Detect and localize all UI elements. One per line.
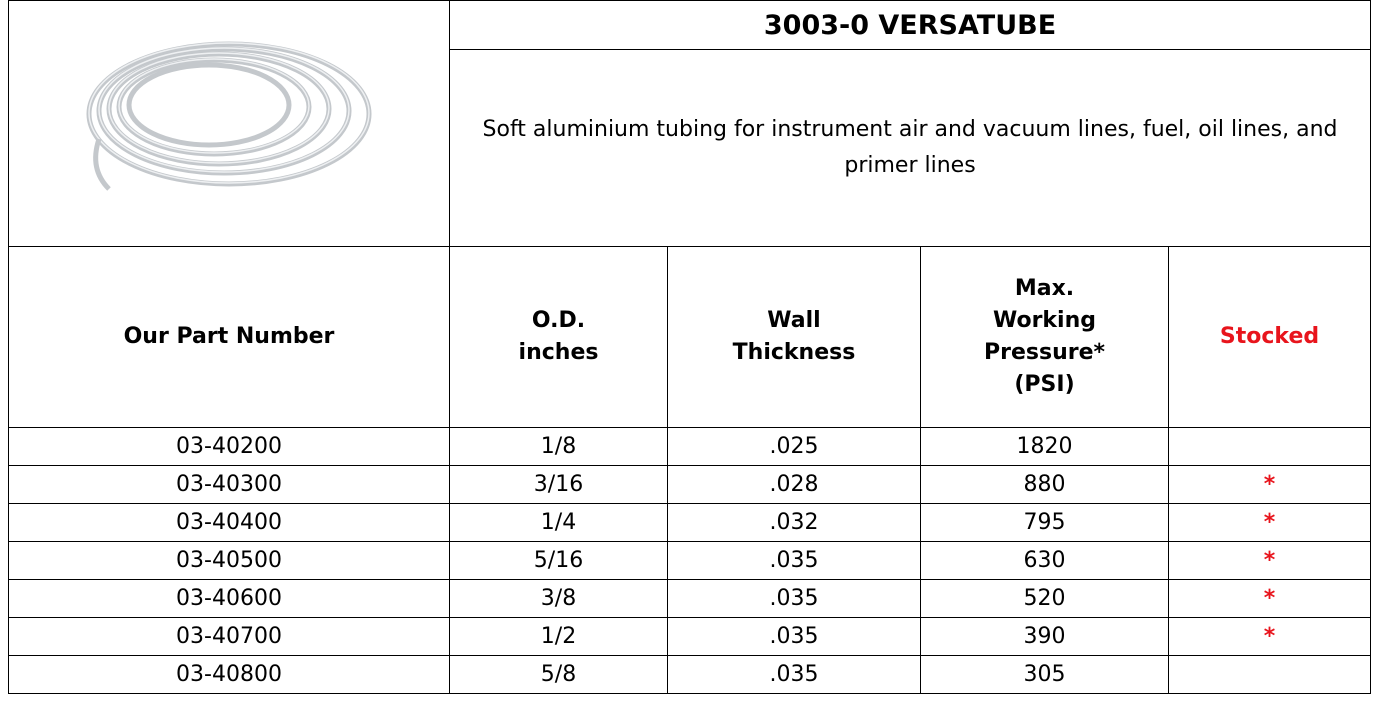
cell: 520: [921, 580, 1169, 618]
cell: 3/8: [450, 580, 668, 618]
cell: 03-40400: [9, 504, 450, 542]
header-line: Wall: [674, 305, 914, 337]
header-line: Stocked: [1175, 321, 1364, 353]
cell: 390: [921, 618, 1169, 656]
column-header: Our Part Number: [9, 247, 450, 428]
header-line: Pressure*: [927, 337, 1162, 369]
cell: 03-40300: [9, 466, 450, 504]
header-line: (PSI): [927, 369, 1162, 401]
column-header: O.D.inches: [450, 247, 668, 428]
cell: .035: [668, 656, 921, 694]
cell: 3/16: [450, 466, 668, 504]
header-line: inches: [456, 337, 661, 369]
header-line: O.D.: [456, 305, 661, 337]
cell: 630: [921, 542, 1169, 580]
stocked-cell: *: [1169, 542, 1371, 580]
cell: 03-40700: [9, 618, 450, 656]
cell: .035: [668, 542, 921, 580]
header-line: Our Part Number: [15, 321, 443, 353]
cell: 1/2: [450, 618, 668, 656]
stocked-cell: *: [1169, 466, 1371, 504]
cell: 03-40800: [9, 656, 450, 694]
cell: 795: [921, 504, 1169, 542]
cell: 03-40200: [9, 428, 450, 466]
description: Soft aluminium tubing for instrument air…: [450, 50, 1371, 247]
tube-coil-image: [79, 29, 379, 209]
cell: 1/8: [450, 428, 668, 466]
cell: .028: [668, 466, 921, 504]
cell: .032: [668, 504, 921, 542]
cell: 1/4: [450, 504, 668, 542]
column-header: Stocked: [1169, 247, 1371, 428]
stocked-cell: *: [1169, 504, 1371, 542]
stocked-cell: *: [1169, 618, 1371, 656]
cell: 5/16: [450, 542, 668, 580]
header-line: Max.: [927, 273, 1162, 305]
header-line: Working: [927, 305, 1162, 337]
image-cell: [9, 1, 450, 247]
product-table: 3003-0 VERSATUBE Soft aluminium tubing f…: [8, 0, 1371, 694]
cell: .035: [668, 580, 921, 618]
cell: 880: [921, 466, 1169, 504]
title: 3003-0 VERSATUBE: [450, 1, 1371, 50]
header-line: Thickness: [674, 337, 914, 369]
page: 3003-0 VERSATUBE Soft aluminium tubing f…: [0, 0, 1378, 706]
cell: 1820: [921, 428, 1169, 466]
cell: 03-40500: [9, 542, 450, 580]
stocked-cell: [1169, 428, 1371, 466]
stocked-cell: [1169, 656, 1371, 694]
stocked-cell: *: [1169, 580, 1371, 618]
cell: .025: [668, 428, 921, 466]
cell: .035: [668, 618, 921, 656]
cell: 305: [921, 656, 1169, 694]
cell: 03-40600: [9, 580, 450, 618]
cell: 5/8: [450, 656, 668, 694]
